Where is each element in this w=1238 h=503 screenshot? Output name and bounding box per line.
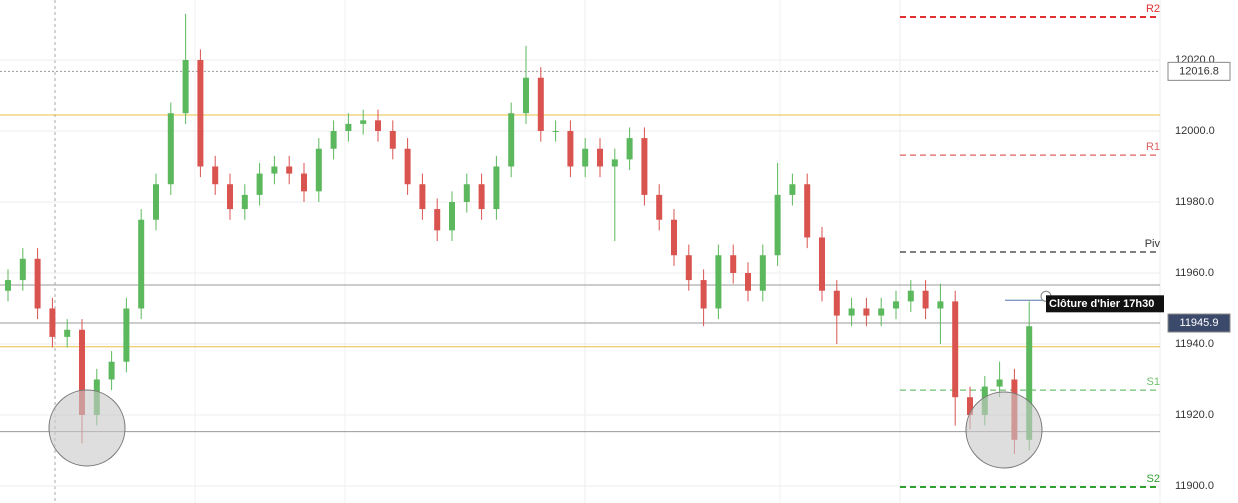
- highlight-circle: [965, 391, 1043, 469]
- annotation-box: [1046, 295, 1164, 313]
- candle-body: [878, 308, 885, 316]
- candles: [5, 13, 1033, 455]
- candle-body: [893, 301, 899, 309]
- candle-body: [907, 290, 914, 302]
- candle-body: [182, 59, 189, 114]
- candle-body: [49, 308, 56, 337]
- candle-body: [523, 77, 529, 114]
- candle-body: [286, 166, 293, 174]
- candle-body: [419, 184, 426, 210]
- candle-body: [656, 194, 663, 220]
- candle-body: [611, 159, 618, 167]
- candle-body: [330, 130, 337, 149]
- candle-body: [700, 280, 707, 309]
- candle-body: [5, 280, 11, 291]
- candle-body: [715, 255, 722, 309]
- pivot-label: Piv: [1145, 238, 1161, 250]
- candle-body: [730, 255, 737, 273]
- candle-body: [478, 184, 485, 210]
- candle-body: [345, 123, 352, 131]
- candle-body: [493, 166, 500, 210]
- annotation-text: Clôture d'hier 17h30: [1049, 298, 1154, 310]
- candle-body: [315, 148, 322, 192]
- candle-body: [375, 120, 381, 131]
- candle-body: [227, 184, 233, 210]
- candle-body: [626, 138, 633, 160]
- levels: R2 R1 Piv S1 S2: [0, 3, 1161, 489]
- pivot-label: S1: [1147, 376, 1160, 388]
- candle-body: [434, 209, 441, 231]
- candle-body: [745, 272, 751, 291]
- candle-body: [463, 184, 470, 202]
- y-tick-label: 12000.0: [1175, 125, 1215, 137]
- candle-body: [789, 184, 796, 195]
- y-tick-label: 11940.0: [1175, 338, 1214, 350]
- price-label-box: [1167, 313, 1231, 333]
- candle-body: [271, 166, 278, 174]
- candle-body: [389, 130, 396, 149]
- price-label-box: [1167, 61, 1231, 81]
- candle-body: [804, 184, 811, 238]
- candle-body: [241, 194, 248, 210]
- candle-body: [79, 329, 85, 415]
- candle-body: [1026, 326, 1033, 440]
- pivot-label: R2: [1146, 3, 1160, 15]
- candle-body: [685, 255, 692, 281]
- candle-body: [952, 301, 959, 398]
- candle-body: [167, 113, 174, 185]
- candle-body: [937, 301, 944, 309]
- y-tick-label: 11980.0: [1175, 196, 1214, 208]
- candle-body: [449, 201, 455, 231]
- candle-body: [404, 148, 411, 185]
- candle-body: [641, 138, 648, 195]
- candle-body: [759, 255, 766, 291]
- price-label: 12016.8: [1179, 65, 1219, 77]
- candle-body: [967, 397, 973, 415]
- candle-body: [597, 148, 603, 167]
- candle-body: [360, 120, 367, 124]
- candle-body: [197, 59, 204, 167]
- candle-body: [922, 290, 929, 309]
- candle-body: [819, 237, 825, 291]
- candle-body: [34, 258, 41, 309]
- y-tick-label: 11920.0: [1175, 409, 1214, 421]
- candle-body: [833, 290, 840, 316]
- candle-body: [108, 361, 115, 380]
- candle-body: [301, 173, 307, 192]
- candle-body: [774, 194, 781, 256]
- candle-body: [996, 379, 1003, 387]
- candle-body: [212, 166, 219, 185]
- candle-body: [508, 113, 515, 167]
- candle-body: [582, 148, 589, 167]
- price-label: 11945.9: [1180, 317, 1219, 329]
- candle-body: [138, 219, 145, 309]
- pivot-label: S2: [1147, 473, 1160, 485]
- y-tick-label: 11960.0: [1175, 267, 1214, 279]
- candle-body: [19, 258, 26, 281]
- candle-body: [537, 77, 544, 131]
- candle-body: [123, 308, 130, 362]
- overlay: 12016.8 11945.9 Clôture d'hier 17h30: [1005, 61, 1231, 333]
- candle-body: [153, 184, 159, 220]
- y-tick-label: 11900.0: [1175, 480, 1214, 492]
- candle-body: [863, 308, 870, 316]
- candle-body: [848, 308, 855, 316]
- pivot-label: R1: [1146, 141, 1160, 153]
- candle-body: [552, 130, 559, 132]
- candle-body: [64, 329, 71, 337]
- highlight-circle: [48, 389, 126, 467]
- candle-body: [671, 219, 677, 256]
- candle-body: [256, 173, 263, 195]
- candle-body: [567, 130, 574, 167]
